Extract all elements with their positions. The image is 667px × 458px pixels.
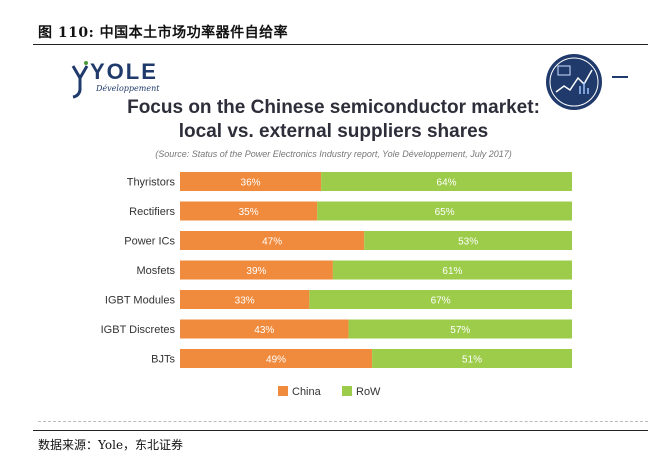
bar-value-label: 39% [246, 266, 266, 277]
bar-value-label: 67% [431, 296, 451, 307]
bar-china [180, 349, 373, 368]
bar-value-label: 51% [462, 355, 482, 366]
report-badge [544, 52, 610, 116]
chart-title: Focus on the Chinese semiconductor marke… [127, 97, 540, 118]
category-label: BJTs [151, 354, 175, 366]
yole-logo: YOLE Développement [70, 59, 180, 100]
bar-value-label: 64% [437, 178, 457, 189]
category-label: Rectifiers [129, 206, 175, 218]
bottom-dashed-rule [38, 421, 648, 422]
chart-subtitle: local vs. external suppliers shares [178, 121, 489, 142]
legend-label-china: China [292, 386, 322, 398]
data-source-note: 数据来源：Yole，东北证券 [38, 438, 184, 452]
category-label: Power ICs [124, 236, 175, 248]
bar-china [180, 201, 318, 221]
bar-row [364, 231, 572, 250]
bar-china [180, 231, 365, 250]
bar-value-label: 47% [262, 237, 282, 248]
bar-row [317, 201, 572, 221]
legend-swatch-row [342, 386, 352, 396]
bar-row [332, 260, 572, 280]
bar-value-label: 43% [254, 325, 274, 336]
logo-subtitle: Développement [96, 84, 160, 93]
bar-row [309, 290, 572, 309]
bar-value-label: 53% [458, 237, 478, 248]
bar-value-label: 61% [442, 266, 462, 277]
bar-row [372, 349, 572, 368]
legend-label-row: RoW [356, 386, 381, 398]
bar-row [321, 172, 572, 191]
bar-row [348, 319, 572, 339]
category-label: IGBT Modules [105, 295, 176, 307]
top-rule [33, 44, 648, 45]
bar-china [180, 290, 310, 309]
bar-value-label: 65% [435, 207, 455, 218]
yole-logo-icon [71, 61, 89, 99]
report-badge-icon [546, 54, 602, 110]
bar-value-label: 49% [266, 355, 286, 366]
bottom-rule [33, 430, 648, 431]
badge-rule [612, 76, 628, 78]
category-label: Thyristors [127, 177, 176, 189]
bar-value-label: 35% [239, 207, 259, 218]
bar-value-label: 36% [241, 178, 261, 189]
logo-word: YOLE [90, 59, 158, 84]
figure-caption: 图 110: 中国本土市场功率器件自给率 [38, 25, 289, 41]
bar-china [180, 260, 333, 280]
bar-china [180, 172, 322, 191]
bar-china [180, 319, 349, 339]
chart-source: (Source: Status of the Power Electronics… [155, 149, 512, 159]
category-label: Mosfets [136, 265, 175, 277]
bar-value-label: 33% [235, 296, 255, 307]
legend-swatch-china [278, 386, 288, 396]
bar-value-label: 57% [450, 325, 470, 336]
category-label: IGBT Discretes [101, 324, 176, 336]
